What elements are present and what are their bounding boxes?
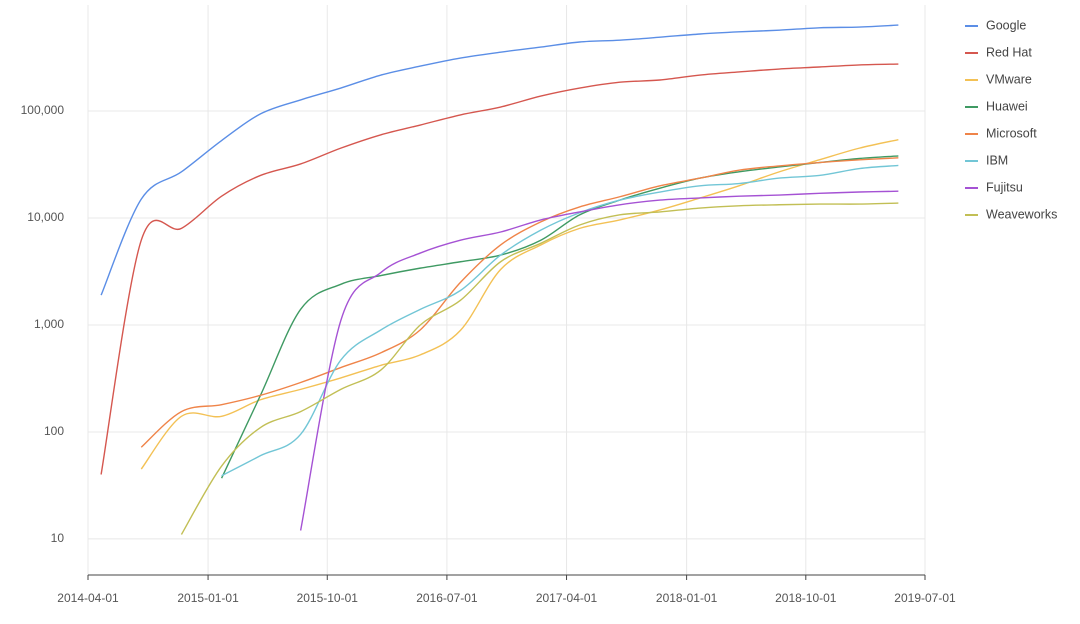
- y-tick-label: 100,000: [21, 103, 65, 117]
- x-tick-label: 2016-07-01: [416, 591, 478, 605]
- legend: Google Red Hat VMware Huawei Microsoft IBM Fuj…: [965, 18, 1057, 221]
- series-line: [299, 190, 899, 531]
- y-tick-label: 100: [44, 424, 64, 438]
- x-tick-label: 2018-10-01: [775, 591, 837, 605]
- legend-label: Google: [986, 18, 1026, 32]
- legend-label: Weaveworks: [986, 207, 1057, 221]
- x-tick-label: 2017-04-01: [536, 591, 598, 605]
- y-tick-label: 10: [51, 531, 65, 545]
- x-tick-label: 2015-10-01: [297, 591, 359, 605]
- legend-label: Huawei: [986, 99, 1028, 113]
- legend-label: VMware: [986, 72, 1032, 86]
- legend-label: Fujitsu: [986, 180, 1023, 194]
- series-line: [180, 202, 899, 535]
- legend-label: Red Hat: [986, 45, 1032, 59]
- x-tick-label: 2014-04-01: [57, 591, 119, 605]
- grid: [87, 5, 926, 575]
- series-line: [221, 164, 899, 477]
- legend-label: Microsoft: [986, 126, 1037, 140]
- x-tick-label: 2018-01-01: [656, 591, 718, 605]
- x-tick-label: 2015-01-01: [177, 591, 239, 605]
- series-line: [100, 63, 899, 475]
- series-line: [140, 138, 899, 470]
- axes: 10 100 1,000 10,000 100,000 2014-04-01 2015-01…: [21, 103, 956, 605]
- x-tick-label: 2019-07-01: [894, 591, 956, 605]
- plot-area: [100, 24, 899, 535]
- series-line: [100, 24, 899, 296]
- y-tick-label: 10,000: [27, 210, 64, 224]
- series-line: [140, 157, 899, 448]
- legend-label: IBM: [986, 153, 1008, 167]
- series-line: [220, 155, 899, 479]
- y-tick-label: 1,000: [34, 317, 64, 331]
